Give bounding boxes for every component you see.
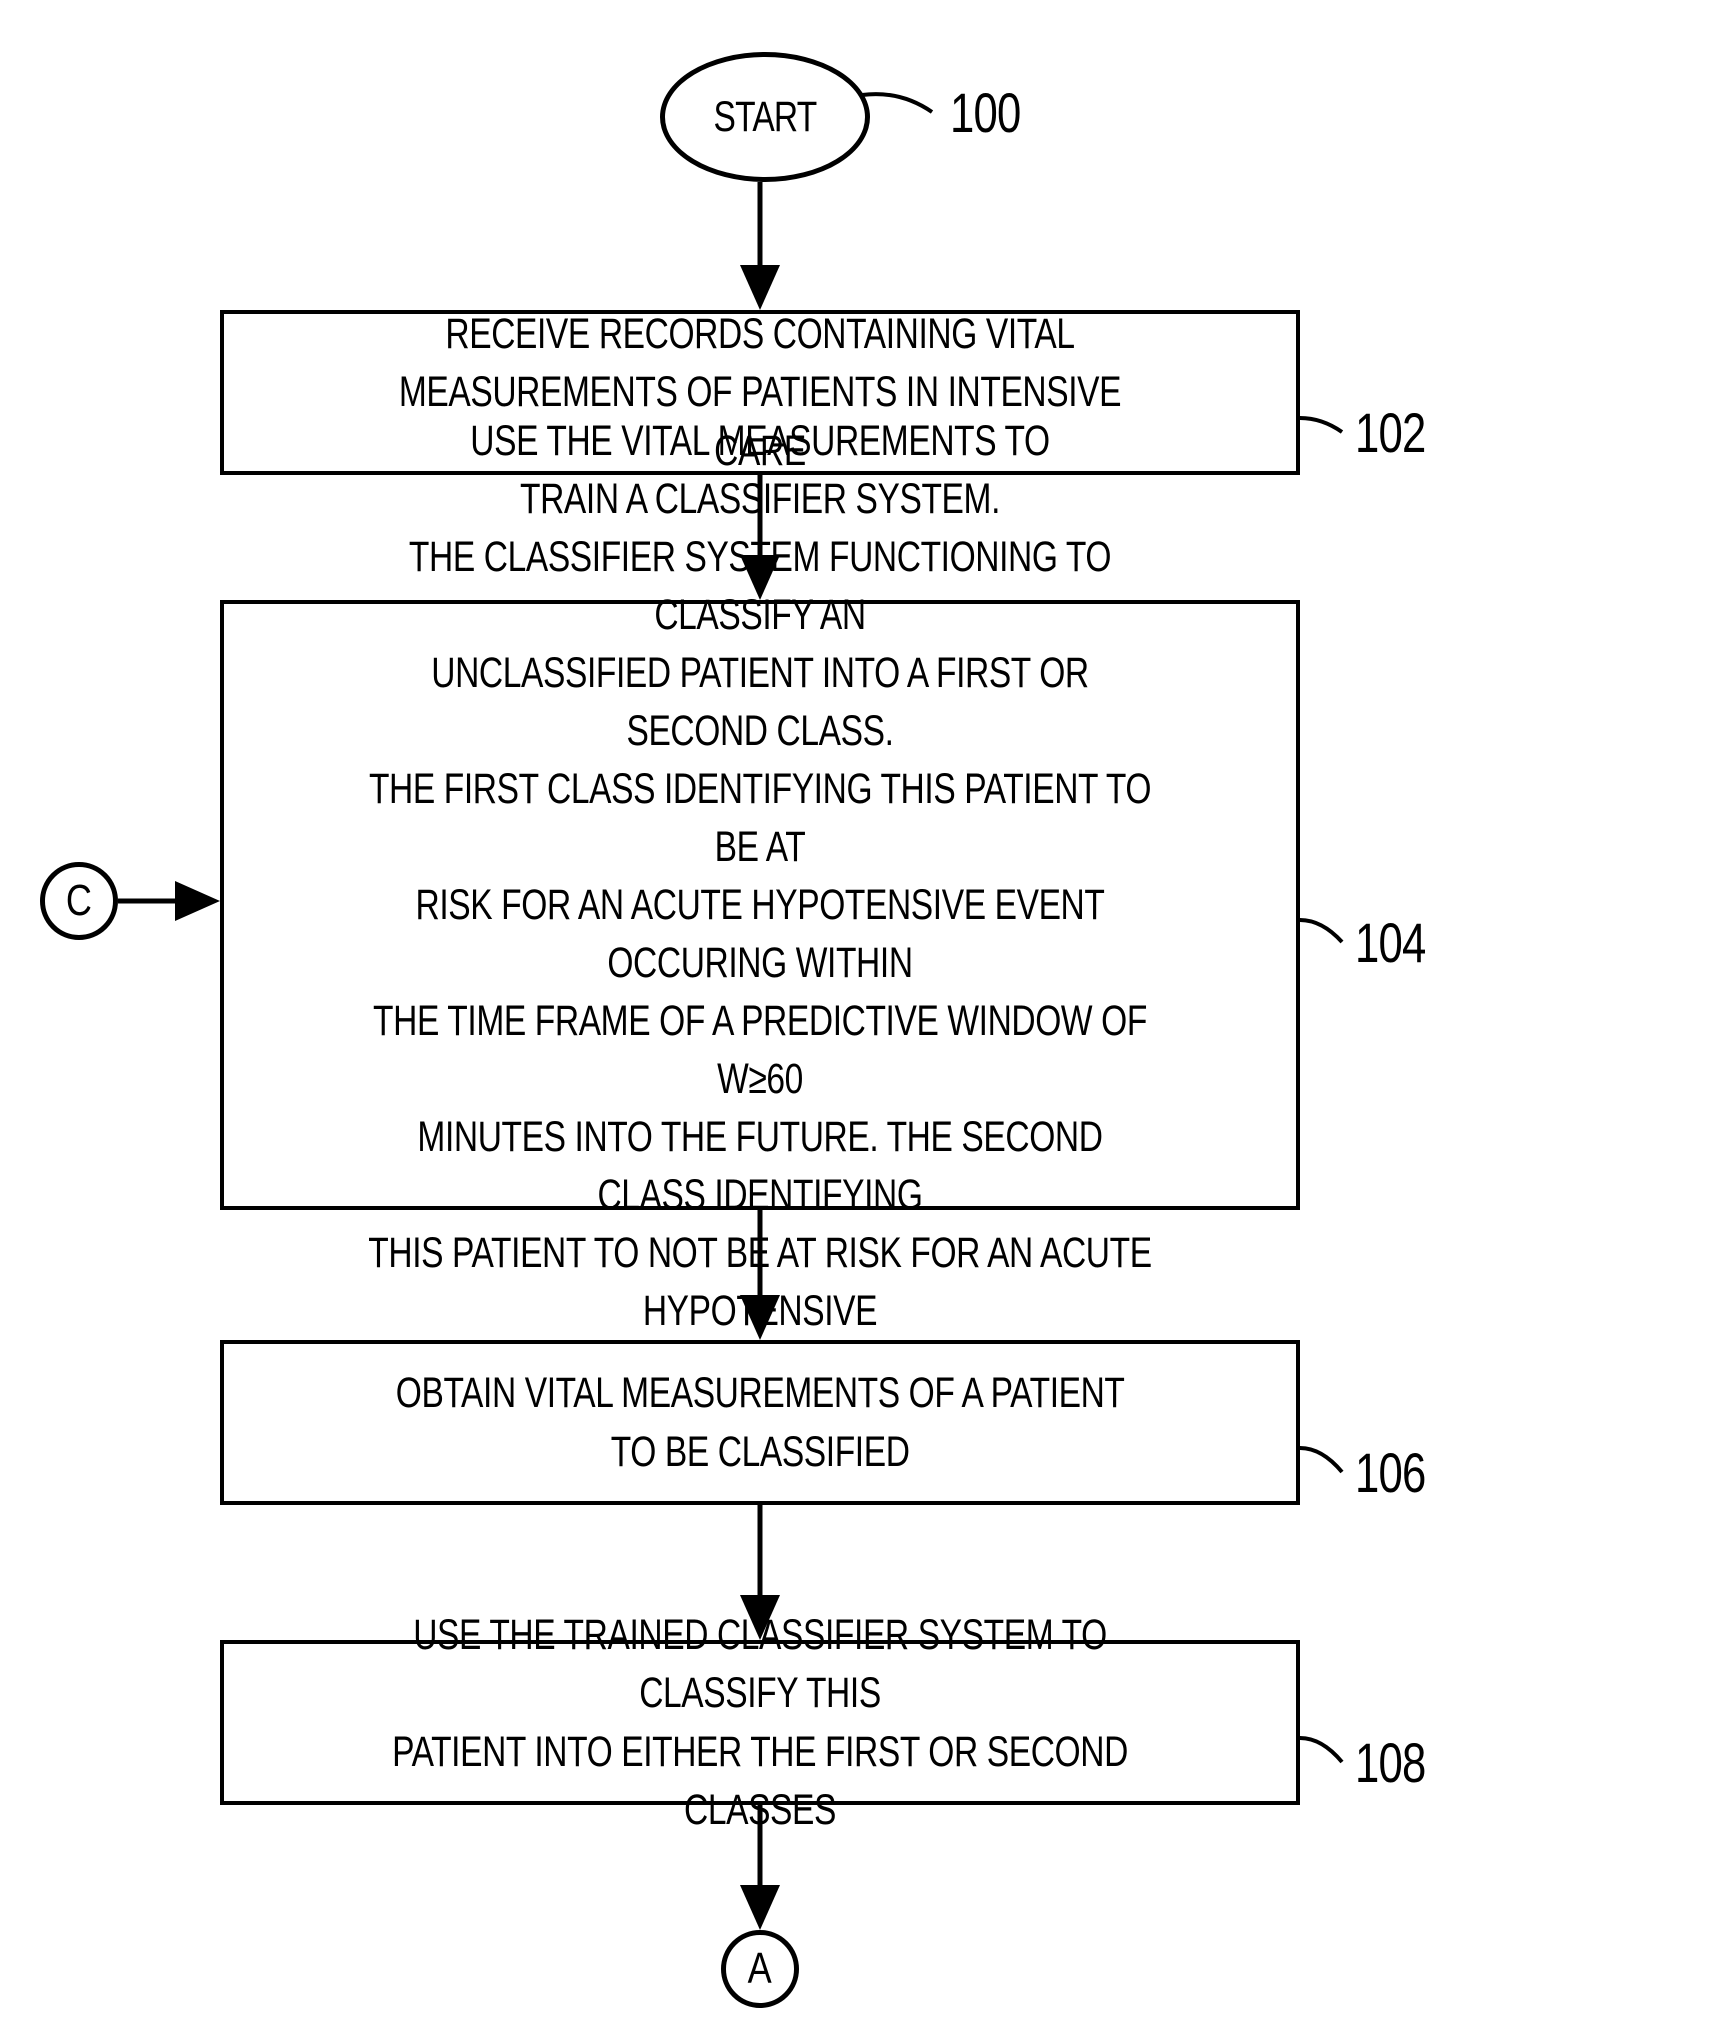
ref-104: 104 bbox=[1355, 910, 1426, 975]
ref-100: 100 bbox=[950, 80, 1021, 145]
step-106-text: OBTAIN VITAL MEASUREMENTS OF A PATIENT T… bbox=[396, 1364, 1125, 1480]
start-node: START bbox=[660, 52, 870, 182]
step-104-text: USE THE VITAL MEASUREMENTS TO TRAIN A CL… bbox=[365, 412, 1154, 1399]
leader-104 bbox=[1300, 920, 1342, 942]
leader-102 bbox=[1300, 418, 1342, 432]
connector-a-label: A bbox=[748, 1944, 772, 1994]
connector-c: C bbox=[40, 862, 118, 940]
leader-100 bbox=[862, 94, 932, 112]
ref-106: 106 bbox=[1355, 1440, 1426, 1505]
leader-106 bbox=[1300, 1448, 1342, 1472]
leader-108 bbox=[1300, 1738, 1342, 1762]
connector-c-label: C bbox=[66, 876, 92, 926]
ref-102: 102 bbox=[1355, 400, 1426, 465]
flowchart-canvas: START RECEIVE RECORDS CONTAINING VITAL M… bbox=[0, 0, 1735, 2018]
connector-a: A bbox=[721, 1930, 799, 2008]
step-108-text: USE THE TRAINED CLASSIFIER SYSTEM TO CLA… bbox=[365, 1606, 1154, 1838]
step-108-box: USE THE TRAINED CLASSIFIER SYSTEM TO CLA… bbox=[220, 1640, 1300, 1805]
ref-108: 108 bbox=[1355, 1730, 1426, 1795]
start-label: START bbox=[714, 93, 817, 142]
step-104-box: USE THE VITAL MEASUREMENTS TO TRAIN A CL… bbox=[220, 600, 1300, 1210]
step-106-box: OBTAIN VITAL MEASUREMENTS OF A PATIENT T… bbox=[220, 1340, 1300, 1505]
